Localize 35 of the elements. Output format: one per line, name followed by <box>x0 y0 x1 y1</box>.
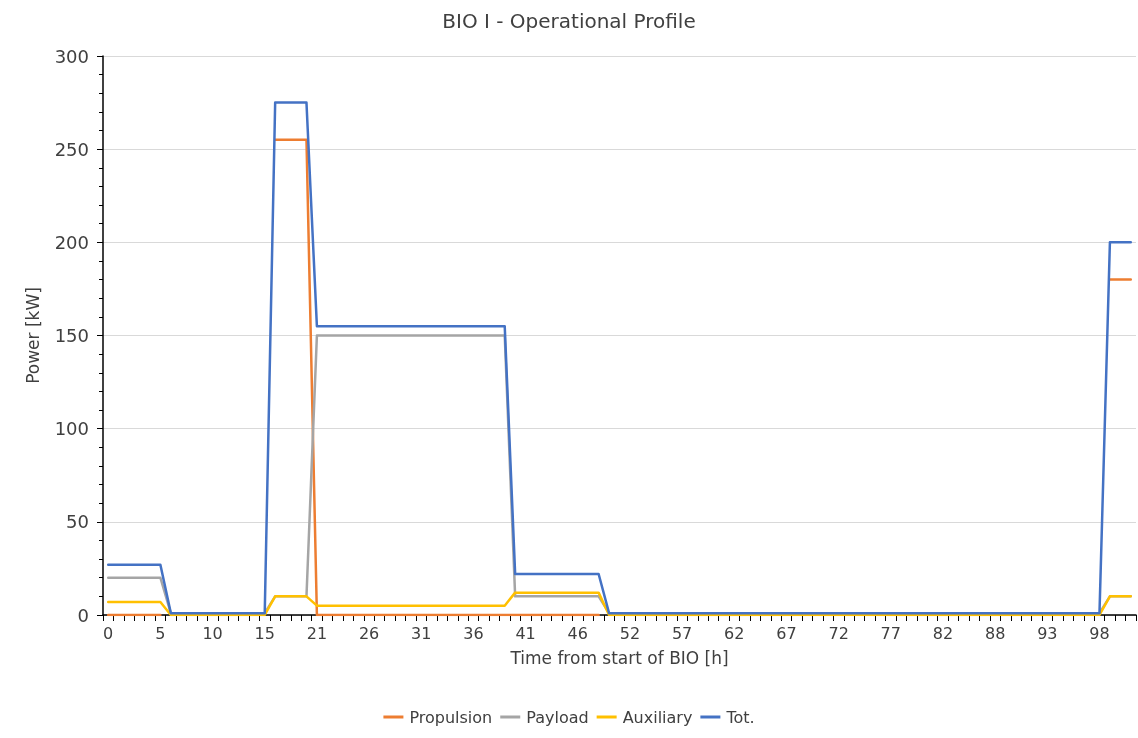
x-tick-label: 98 <box>1089 623 1110 643</box>
x-tick-label: 46 <box>567 623 588 643</box>
x-tick-label: 88 <box>984 623 1006 643</box>
y-tick-label: 0 <box>77 604 89 626</box>
y-tick-label: 100 <box>54 418 89 440</box>
x-tick-label: 0 <box>103 623 114 643</box>
x-axis-title: Time from start of BIO [h] <box>509 647 729 668</box>
x-tick-label: 77 <box>880 623 901 643</box>
x-tick-label: 52 <box>619 623 641 643</box>
x-tick-label: 41 <box>515 623 536 643</box>
x-tick-label: 72 <box>828 623 849 643</box>
x-tick-label: 5 <box>155 623 166 643</box>
x-tick-label: 26 <box>358 623 380 643</box>
y-tick-label: 250 <box>54 138 89 160</box>
legend-label: Auxiliary <box>622 707 693 727</box>
legend-label: Tot. <box>725 707 755 727</box>
y-tick-label: 200 <box>54 231 89 253</box>
x-tick-label: 82 <box>932 623 954 643</box>
x-tick-label: 10 <box>202 623 223 643</box>
line-series <box>106 591 1133 617</box>
x-tick-label: 36 <box>463 623 484 643</box>
y-axis-title: Power [kW] <box>22 287 43 384</box>
legend-label: Propulsion <box>409 707 493 727</box>
x-tick-label: 31 <box>411 623 432 643</box>
chart-title: BIO I - Operational Profile <box>442 9 696 33</box>
y-tick-label: 150 <box>54 325 89 346</box>
x-tick-label: 67 <box>776 623 797 643</box>
x-tick-label: 62 <box>724 623 745 643</box>
x-tick-label: 21 <box>306 623 328 643</box>
x-tick-label: 93 <box>1037 623 1058 643</box>
legend-label: Payload <box>526 707 589 727</box>
y-tick-label: 50 <box>66 511 89 533</box>
y-tick-label: 300 <box>54 45 89 67</box>
x-tick-label: 15 <box>254 623 275 643</box>
x-tick-label: 57 <box>671 623 693 643</box>
